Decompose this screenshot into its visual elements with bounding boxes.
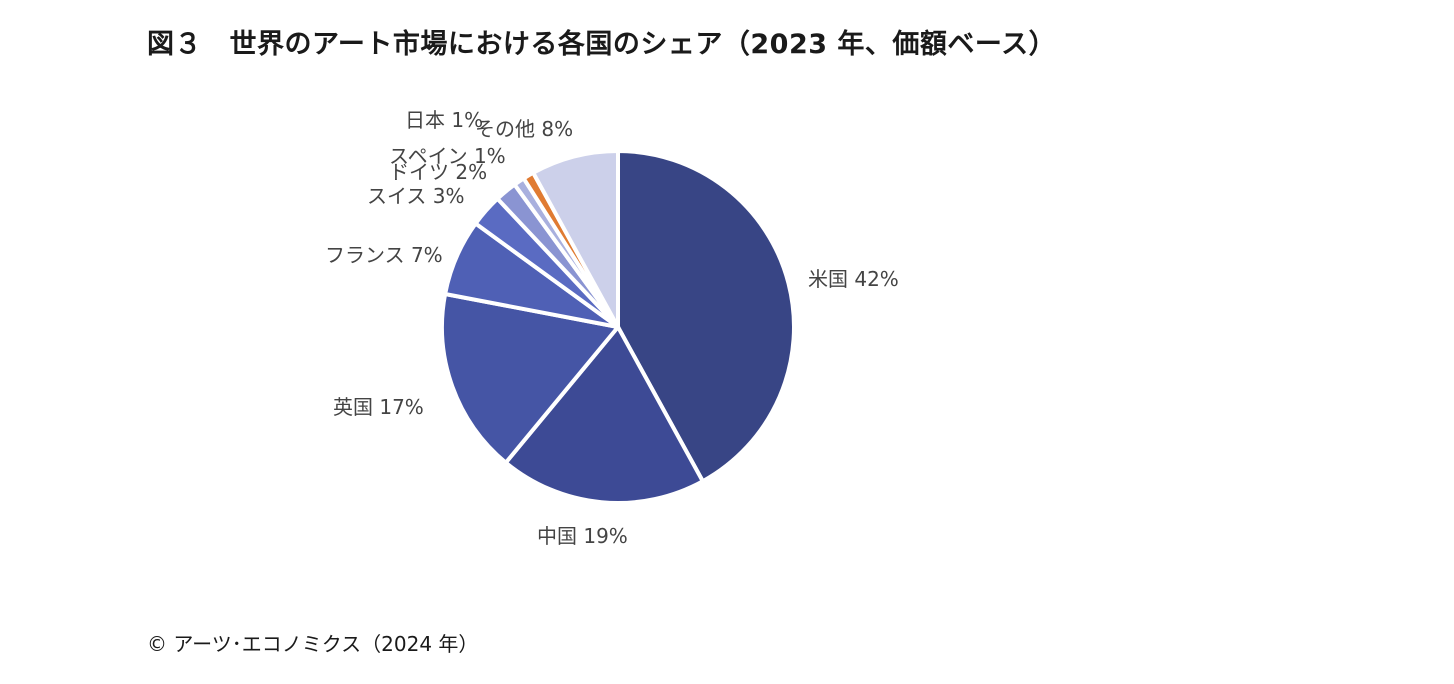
slice-label-3: 英国 17% (333, 395, 424, 419)
pie-labels: 米国 42% 中国 19% 英国 17% フランス 7% スイス 3%ドイツ 2%スペイ… (325, 108, 899, 548)
slice-label-9: その他 8% (475, 117, 573, 141)
slice-label-7: スペイン 1% (389, 144, 506, 168)
pie-slice-2 (503, 325, 705, 505)
slice-label-6: ドイツ 2% (389, 160, 487, 184)
slice-label-5: スイス 3% (367, 184, 465, 208)
slice-label-1: 米国 42% (808, 267, 899, 291)
pie-slice-1 (616, 149, 796, 484)
slice-label-8: 日本 1% (405, 108, 483, 132)
slice-label-4: フランス 7% (325, 243, 443, 267)
pie-slice-9 (531, 149, 620, 329)
slice-label-2: 中国 19% (537, 524, 628, 548)
pie-slices (440, 149, 796, 505)
pie-slice-3 (440, 292, 620, 465)
chart-title: 図３ 世界のアート市場における各国のシェア（2023 年、価額ベース） (147, 29, 1057, 60)
source-credit: © アーツ･エコノミクス（2024 年） (147, 632, 479, 656)
